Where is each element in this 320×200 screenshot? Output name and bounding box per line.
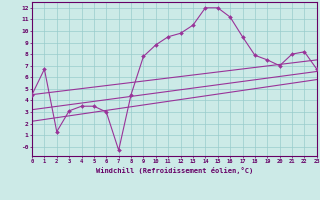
X-axis label: Windchill (Refroidissement éolien,°C): Windchill (Refroidissement éolien,°C) (96, 167, 253, 174)
